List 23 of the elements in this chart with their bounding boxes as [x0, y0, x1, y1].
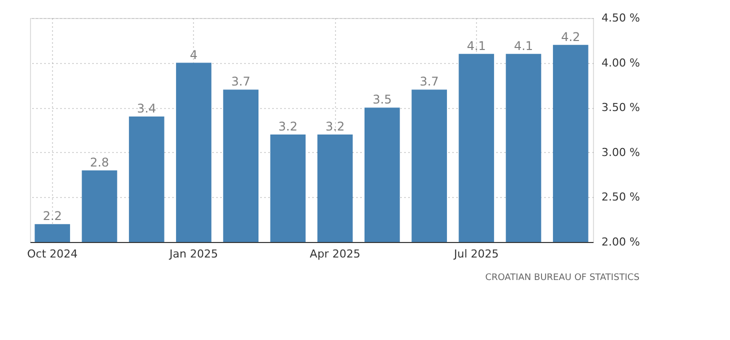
y-tick-label: 4.00 %	[602, 56, 640, 70]
data-label: 3.7	[420, 74, 439, 89]
data-label: 4.1	[514, 38, 534, 53]
data-label: 4	[190, 48, 198, 62]
data-label: 4.2	[561, 30, 580, 44]
x-tick-label: Apr 2025	[310, 248, 360, 260]
y-tick-label: 2.50 %	[602, 190, 640, 204]
data-label: 3.7	[231, 74, 250, 89]
data-label: 3.5	[372, 92, 392, 107]
data-label: 3.4	[137, 102, 156, 116]
data-label: 4.1	[466, 38, 486, 53]
x-tick-label: Jan 2025	[168, 248, 218, 260]
y-tick-label: 2.00 %	[602, 236, 640, 248]
data-label: 2.2	[42, 209, 62, 224]
text: CROATIAN BUREAU OF STATISTICS	[485, 273, 640, 283]
y-tick-label: 3.00 %	[602, 146, 640, 159]
data-label: 3.2	[278, 119, 298, 134]
data-label: 2.8	[90, 155, 110, 170]
data-label: 3.2	[326, 119, 345, 134]
y-tick-label: 3.50 %	[602, 101, 640, 114]
y-tick-label: 4.50 %	[602, 12, 640, 24]
x-tick-label: Oct 2024	[27, 248, 78, 260]
x-tick-label: Jul 2025	[453, 248, 499, 260]
